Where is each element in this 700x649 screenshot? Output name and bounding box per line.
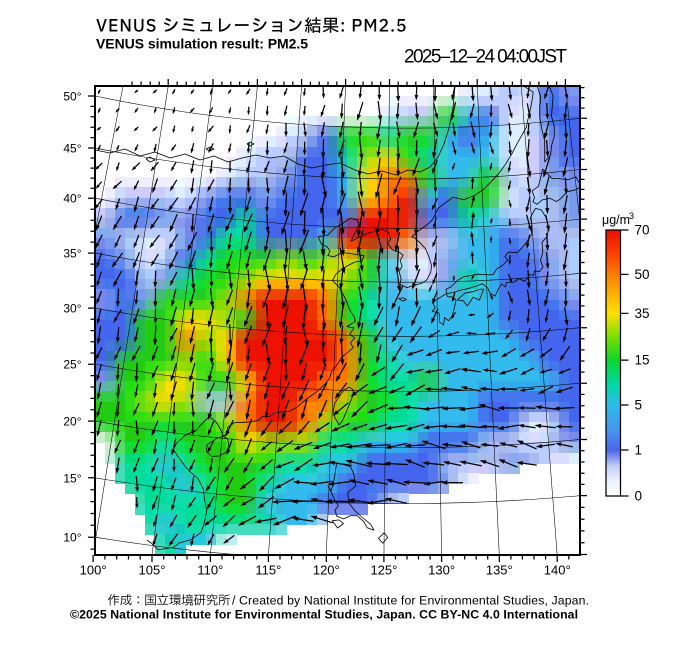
svg-text:50: 50 <box>635 267 650 282</box>
svg-text:125°: 125° <box>370 563 397 578</box>
svg-text:120°: 120° <box>313 563 340 578</box>
svg-text:/ Created by National Institut: / Created by National Institute for Envi… <box>232 594 589 608</box>
svg-text:50°: 50° <box>63 90 81 104</box>
svg-text:110°: 110° <box>197 563 223 578</box>
svg-text:35°: 35° <box>63 247 81 261</box>
svg-text:100°: 100° <box>80 563 107 578</box>
svg-text:45°: 45° <box>63 142 81 156</box>
svg-text:2025–12–24 04:00JST: 2025–12–24 04:00JST <box>404 47 567 68</box>
svg-text:©2025 National Institute for E: ©2025 National Institute for Environment… <box>70 608 578 622</box>
svg-text:105°: 105° <box>139 563 166 578</box>
svg-text:5: 5 <box>635 398 643 413</box>
svg-text:μg/m: μg/m <box>602 213 630 227</box>
svg-text:140°: 140° <box>544 563 571 578</box>
svg-text:115°: 115° <box>255 563 281 578</box>
svg-text:35: 35 <box>635 306 650 321</box>
svg-text:40°: 40° <box>63 192 81 206</box>
svg-text:0: 0 <box>635 489 643 504</box>
svg-text:30°: 30° <box>63 302 81 316</box>
svg-text:70: 70 <box>635 223 650 238</box>
svg-text:3: 3 <box>629 211 634 221</box>
svg-text:VENUS simulation result: PM2.5: VENUS simulation result: PM2.5 <box>96 36 308 52</box>
svg-text:135°: 135° <box>486 563 513 578</box>
svg-text:1: 1 <box>635 443 643 458</box>
svg-text:15°: 15° <box>63 471 81 485</box>
svg-text:10°: 10° <box>63 531 81 545</box>
svg-text:25°: 25° <box>63 358 81 372</box>
svg-text:130°: 130° <box>428 563 455 578</box>
svg-text:15: 15 <box>635 353 650 368</box>
svg-text:20°: 20° <box>63 415 81 429</box>
